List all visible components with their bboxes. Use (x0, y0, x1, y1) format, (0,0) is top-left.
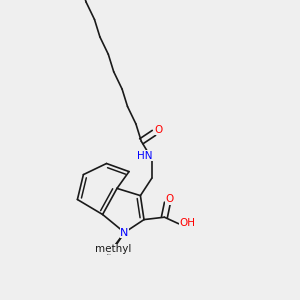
Text: O: O (154, 125, 163, 135)
Text: OH: OH (179, 218, 195, 228)
Text: methyl: methyl (95, 244, 132, 254)
Text: N: N (120, 227, 129, 238)
Text: HN: HN (136, 151, 152, 161)
Text: methyl: methyl (107, 254, 112, 255)
Text: O: O (166, 194, 174, 204)
